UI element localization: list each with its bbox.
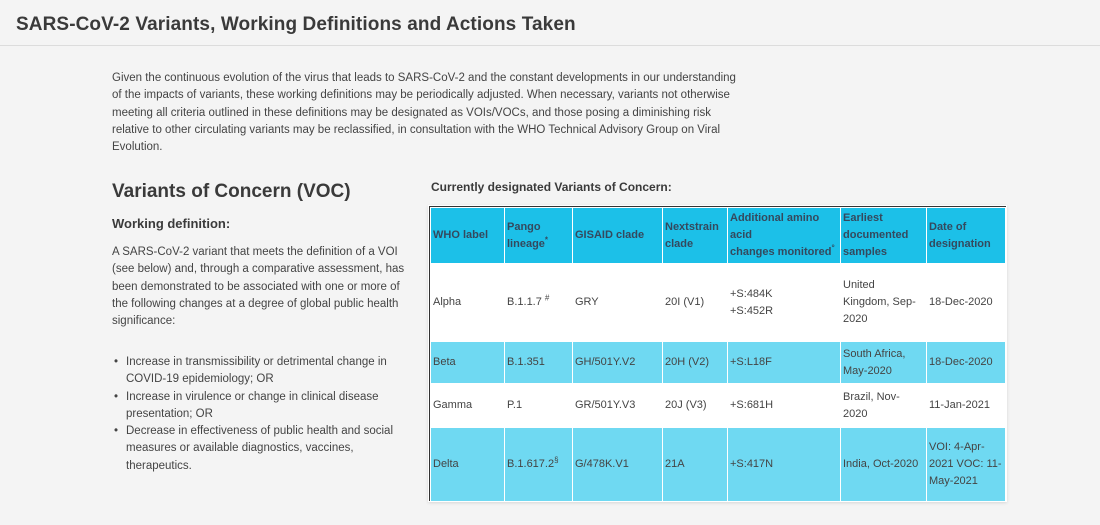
cell-nextstrain-clade: 20H (V2)	[662, 341, 728, 384]
cell-amino-acid-changes: +S:L18F	[727, 341, 841, 384]
criteria-item-transmissibility: Increase in transmissibility or detrimen…	[112, 354, 412, 389]
cell-pango-lineage: B.1.1.7 #	[504, 263, 573, 342]
col-header-date-designation: Date of designation	[926, 207, 1006, 264]
cell-who-label: Alpha	[430, 263, 505, 342]
cell-who-label: Beta	[430, 341, 505, 384]
col-header-nextstrain-clade: Nextstrain clade	[662, 207, 728, 264]
col-header-amino-acid-changes: Additional amino acid changes monitored°	[727, 207, 841, 264]
cell-nextstrain-clade: 21A	[662, 427, 728, 502]
title-divider	[0, 45, 1100, 46]
cell-earliest-samples: United Kingdom, Sep-2020	[840, 263, 927, 342]
table-row: Alpha B.1.1.7 # GRY 20I (V1) +S:484K +S:4…	[430, 263, 1006, 342]
cell-gisaid-clade: GR/501Y.V3	[572, 383, 663, 428]
cell-amino-acid-changes: +S:417N	[727, 427, 841, 502]
working-definition-heading: Working definition:	[112, 216, 231, 231]
col-header-earliest-samples: Earliest documented samples	[840, 207, 927, 264]
voc-table-caption: Currently designated Variants of Concern…	[431, 180, 672, 194]
cell-nextstrain-clade: 20J (V3)	[662, 383, 728, 428]
intro-paragraph: Given the continuous evolution of the vi…	[112, 72, 736, 154]
cell-date-designation: 18-Dec-2020	[926, 263, 1006, 342]
cell-amino-acid-changes: +S:484K +S:452R	[727, 263, 841, 342]
table-row: Beta B.1.351 GH/501Y.V2 20H (V2) +S:L18F…	[430, 341, 1006, 384]
voc-table-container: WHO label Pango lineage* GISAID clade Ne…	[430, 207, 1006, 502]
cell-who-label: Delta	[430, 427, 505, 502]
cell-nextstrain-clade: 20I (V1)	[662, 263, 728, 342]
col-header-pango-lineage: Pango lineage*	[504, 207, 573, 264]
cell-earliest-samples: India, Oct-2020	[840, 427, 927, 502]
table-row: Delta B.1.617.2§ G/478K.V1 21A +S:417N I…	[430, 427, 1006, 502]
table-row: Gamma P.1 GR/501Y.V3 20J (V3) +S:681H Br…	[430, 383, 1006, 428]
col-header-gisaid-clade: GISAID clade	[572, 207, 663, 264]
voc-section-heading: Variants of Concern (VOC)	[112, 181, 351, 202]
cell-earliest-samples: South Africa, May-2020	[840, 341, 927, 384]
voc-criteria-list: Increase in transmissibility or detrimen…	[112, 354, 412, 475]
cell-gisaid-clade: GH/501Y.V2	[572, 341, 663, 384]
voc-definition-text: A SARS-CoV-2 variant that meets the defi…	[112, 246, 405, 328]
cell-who-label: Gamma	[430, 383, 505, 428]
cell-date-designation: 11-Jan-2021	[926, 383, 1006, 428]
page-title: SARS-CoV-2 Variants, Working Definitions…	[16, 14, 576, 35]
cell-gisaid-clade: GRY	[572, 263, 663, 342]
table-header-row: WHO label Pango lineage* GISAID clade Ne…	[430, 207, 1006, 264]
cell-pango-lineage: B.1.617.2§	[504, 427, 573, 502]
col-header-who-label: WHO label	[430, 207, 505, 264]
voc-table: WHO label Pango lineage* GISAID clade Ne…	[430, 207, 1006, 502]
cell-pango-lineage: B.1.351	[504, 341, 573, 384]
cell-date-designation: VOI: 4-Apr-2021 VOC: 11-May-2021	[926, 427, 1006, 502]
cell-amino-acid-changes: +S:681H	[727, 383, 841, 428]
criteria-item-virulence: Increase in virulence or change in clini…	[112, 389, 412, 424]
cell-date-designation: 18-Dec-2020	[926, 341, 1006, 384]
criteria-item-effectiveness: Decrease in effectiveness of public heal…	[112, 423, 412, 475]
cell-pango-lineage: P.1	[504, 383, 573, 428]
cell-earliest-samples: Brazil, Nov-2020	[840, 383, 927, 428]
cell-gisaid-clade: G/478K.V1	[572, 427, 663, 502]
